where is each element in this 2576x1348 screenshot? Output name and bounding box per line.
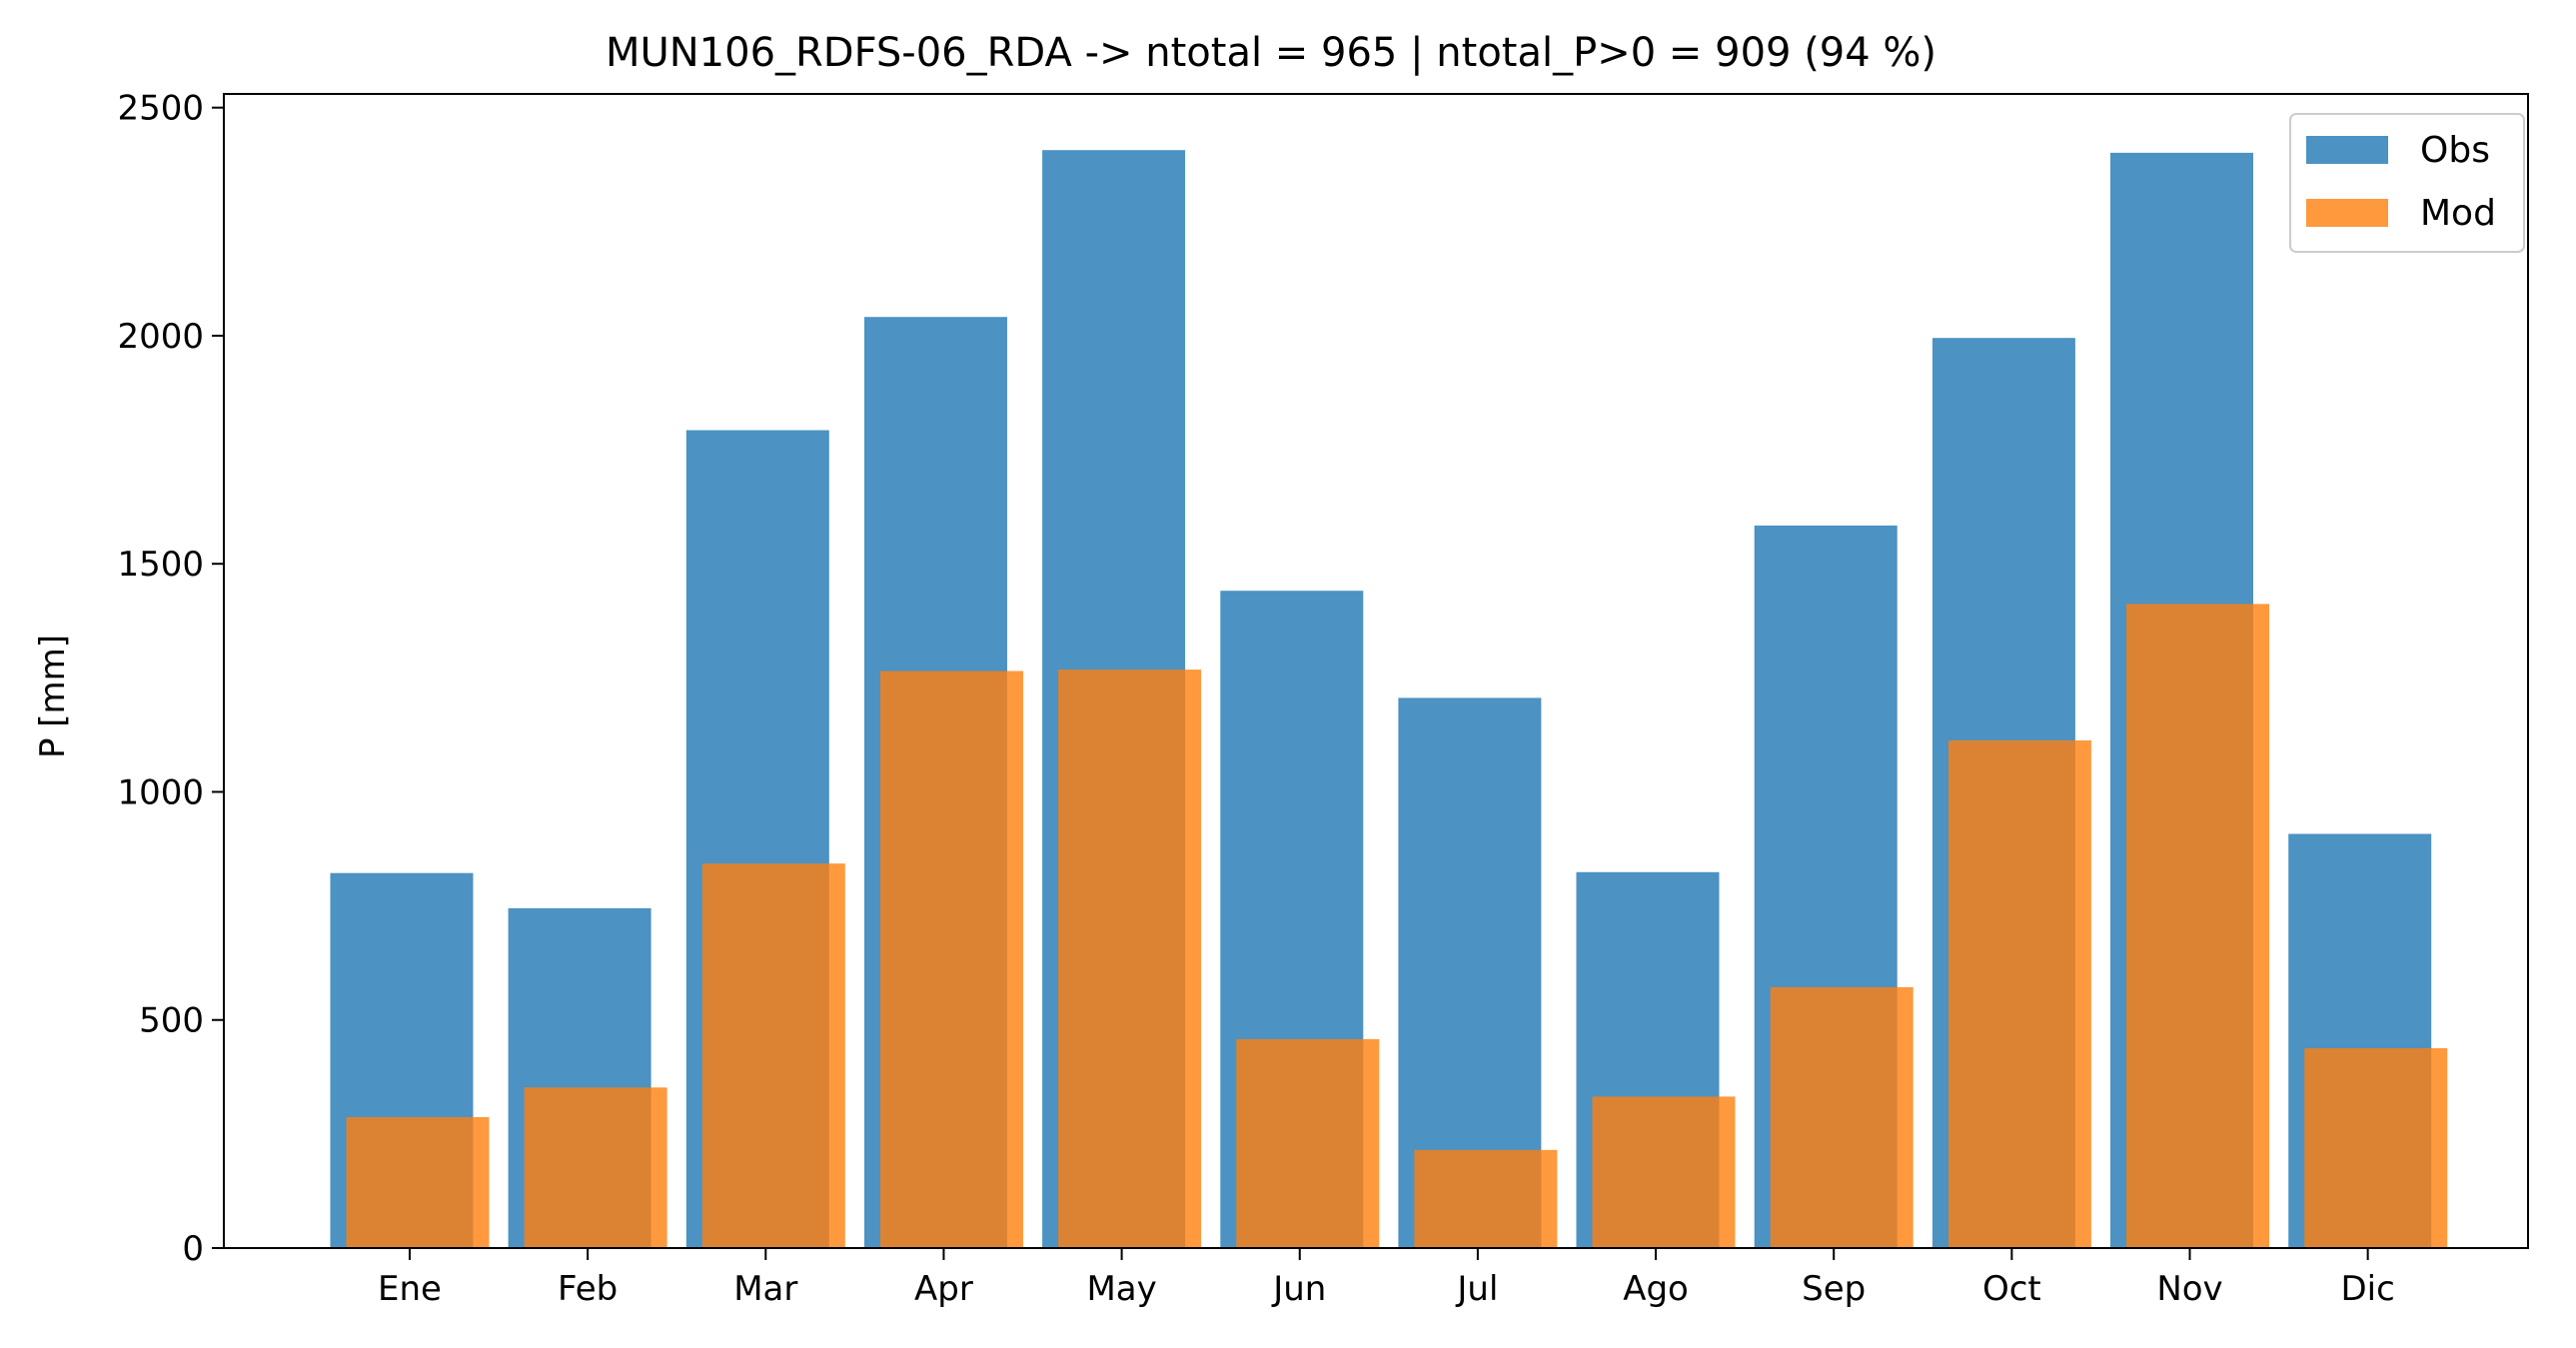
y-tick-label-500: 500	[139, 1001, 204, 1041]
series-mod	[346, 604, 2448, 1248]
bar-mod-sep	[1770, 986, 1914, 1248]
bar-mod-nov	[2126, 604, 2269, 1248]
bars-layer	[330, 150, 2448, 1249]
x-tick-label-sep: Sep	[1802, 1269, 1866, 1309]
bar-mod-mar	[701, 863, 845, 1248]
series-obs	[330, 150, 2432, 1249]
plot-frame	[223, 93, 2529, 1249]
x-tick-label-ene: Ene	[378, 1269, 442, 1309]
bar-mod-oct	[1947, 739, 2091, 1248]
bar-mod-jun	[1236, 1038, 1380, 1248]
x-tick-label-dic: Dic	[2340, 1269, 2394, 1309]
y-tick-label-0: 0	[182, 1229, 204, 1269]
x-tick-label-oct: Oct	[1982, 1269, 2041, 1309]
legend-swatch-mod	[2306, 199, 2388, 227]
legend-swatch-obs	[2306, 136, 2388, 164]
legend-label-mod: Mod	[2420, 193, 2496, 234]
y-tick-label-1000: 1000	[117, 772, 204, 812]
bar-mod-ene	[346, 1117, 490, 1248]
bar-mod-feb	[524, 1087, 667, 1248]
bar-mod-apr	[880, 671, 1023, 1248]
legend-label-obs: Obs	[2420, 130, 2490, 171]
bar-mod-dic	[2304, 1048, 2448, 1248]
x-tick-label-apr: Apr	[914, 1269, 973, 1309]
x-tick-label-nov: Nov	[2156, 1269, 2222, 1309]
y-axis-label: P [mm]	[33, 635, 73, 758]
chart-title: MUN106_RDFS-06_RDA -> ntotal = 965 | nto…	[606, 30, 1936, 76]
bar-mod-ago	[1592, 1096, 1736, 1248]
x-tick-label-jun: Jun	[1271, 1269, 1326, 1309]
bar-mod-jul	[1414, 1149, 1558, 1248]
x-tick-label-mar: Mar	[733, 1269, 797, 1309]
y-tick-label-2500: 2500	[117, 89, 204, 129]
x-tick-label-may: May	[1086, 1269, 1156, 1309]
x-tick-label-jul: Jul	[1455, 1269, 1498, 1309]
x-tick-label-feb: Feb	[558, 1269, 618, 1309]
legend: Obs Mod	[2289, 113, 2525, 253]
y-tick-label-2000: 2000	[117, 317, 204, 357]
bar-mod-may	[1058, 670, 1202, 1248]
axes-layer: Ene Feb Mar Apr May Jun Jul Ago Sep Oct Nov Dic 0 500…	[117, 89, 2394, 1309]
x-tick-label-ago: Ago	[1623, 1269, 1689, 1309]
y-tick-label-1500: 1500	[117, 545, 204, 585]
